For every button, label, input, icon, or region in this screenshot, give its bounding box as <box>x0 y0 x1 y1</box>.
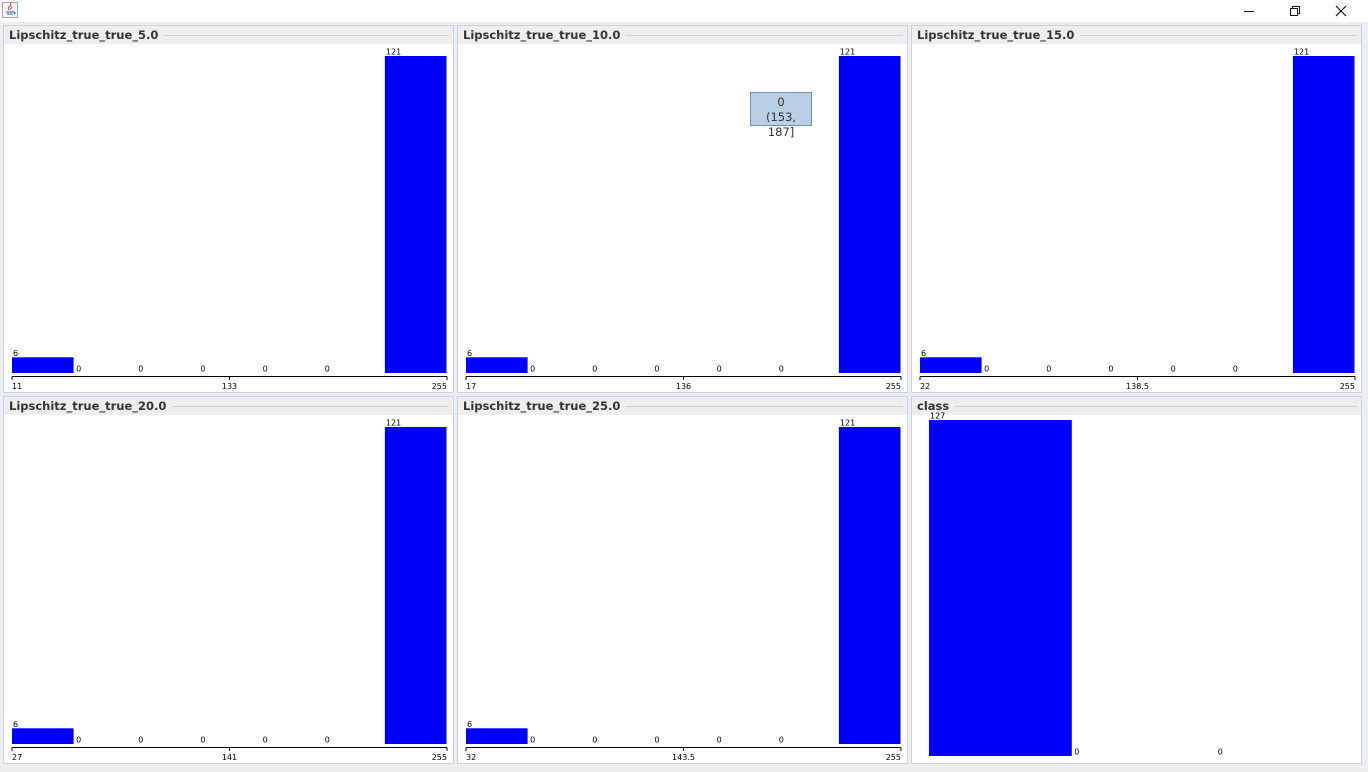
x-tick-label: 143.5 <box>672 753 695 762</box>
histogram-panel-lipschitz-10: Lipschitz_true_true_10.0 6 0 0 0 0 0 121 17 136 2… <box>457 25 908 393</box>
bar-value-label: 0 <box>779 736 784 745</box>
bar-value-label: 0 <box>717 365 722 374</box>
x-tick-label: 136 <box>676 382 691 391</box>
bar-value-label: 0 <box>592 365 597 374</box>
bar-value-label: 121 <box>1294 48 1309 57</box>
tooltip-range: (153, 187] <box>765 110 797 139</box>
bar-value-label: 0 <box>138 736 143 745</box>
title-bar <box>0 0 1368 22</box>
histogram-panel-lipschitz-15: Lipschitz_true_true_15.0 6 0 0 0 0 0 121 22 138.… <box>911 25 1362 393</box>
bar-value-label: 0 <box>1108 365 1113 374</box>
x-tick-label: 138.5 <box>1126 382 1149 391</box>
histogram-panel-lipschitz-20: Lipschitz_true_true_20.0 6 0 0 0 0 0 121 27 141 2… <box>3 396 454 764</box>
histogram-bar[interactable] <box>384 427 447 744</box>
bar-value-label: 0 <box>1233 365 1238 374</box>
bar-value-label: 0 <box>654 365 659 374</box>
histogram-chart: 127 0 0 <box>929 412 1223 757</box>
bar-value-label: 0 <box>325 365 330 374</box>
bar-value-label: 0 <box>1074 748 1079 757</box>
histogram-chart: 6 0 0 0 0 0 121 17 136 255 <box>465 48 902 391</box>
bar-value-label: 0 <box>984 365 989 374</box>
minimize-icon <box>1244 11 1254 12</box>
bar-value-label: 6 <box>467 349 472 358</box>
restore-icon <box>1290 6 1300 16</box>
close-button[interactable] <box>1318 0 1364 22</box>
histogram-bar[interactable] <box>929 420 1072 756</box>
histogram-chart: 6 0 0 0 0 0 121 22 138.5 255 <box>919 48 1356 391</box>
x-tick-label: 22 <box>920 382 930 391</box>
panel-title: Lipschitz_true_true_10.0 <box>463 28 625 42</box>
x-tick-label: 255 <box>432 753 447 762</box>
bar-value-label: 0 <box>1218 748 1223 757</box>
panel-title: class <box>917 399 954 413</box>
histogram-bar[interactable] <box>384 56 447 373</box>
bar-value-label: 121 <box>840 419 855 428</box>
restore-button[interactable] <box>1272 0 1318 22</box>
bar-value-label: 0 <box>1171 365 1176 374</box>
x-tick-label: 141 <box>222 753 237 762</box>
bar-value-label: 6 <box>13 349 18 358</box>
tooltip-value: 0 <box>777 95 785 109</box>
bar-value-label: 0 <box>1046 365 1051 374</box>
x-tick-label: 17 <box>466 382 476 391</box>
bar-value-label: 121 <box>840 48 855 57</box>
histogram-bar[interactable] <box>12 728 74 744</box>
histogram-bar[interactable] <box>838 56 901 373</box>
bar-value-label: 0 <box>717 736 722 745</box>
panel-title: Lipschitz_true_true_25.0 <box>463 399 625 413</box>
bar-value-label: 6 <box>13 720 18 729</box>
bar-value-label: 0 <box>76 365 81 374</box>
panel-title: Lipschitz_true_true_5.0 <box>9 28 163 42</box>
panel-title: Lipschitz_true_true_20.0 <box>9 399 171 413</box>
histogram-bar[interactable] <box>838 427 901 744</box>
x-tick-label: 255 <box>886 382 901 391</box>
close-icon <box>1335 5 1347 17</box>
bar-value-label: 0 <box>779 365 784 374</box>
bar-value-label: 0 <box>263 365 268 374</box>
x-tick-label: 32 <box>466 753 476 762</box>
histogram-chart: 6 0 0 0 0 0 121 27 141 255 <box>11 419 448 762</box>
histogram-panel-class: class 127 0 0 <box>911 396 1362 764</box>
bar-value-label: 0 <box>654 736 659 745</box>
bar-value-label: 6 <box>467 720 472 729</box>
histogram-chart: 6 0 0 0 0 0 121 32 143.5 255 <box>465 419 902 762</box>
bar-value-label: 0 <box>592 736 597 745</box>
panel-title: Lipschitz_true_true_15.0 <box>917 28 1079 42</box>
bar-value-label: 6 <box>921 349 926 358</box>
bar-value-label: 121 <box>386 419 401 428</box>
bar-value-label: 127 <box>930 412 945 421</box>
bar-value-label: 0 <box>325 736 330 745</box>
java-app-icon[interactable] <box>2 2 18 18</box>
histogram-panel-lipschitz-25: Lipschitz_true_true_25.0 6 0 0 0 0 0 121 32 143.… <box>457 396 908 764</box>
bar-value-label: 0 <box>263 736 268 745</box>
histogram-panel-lipschitz-5: Lipschitz_true_true_5.0 6 0 0 0 0 0 121 11 133 25… <box>3 25 454 393</box>
x-tick-label: 255 <box>886 753 901 762</box>
bar-value-label: 0 <box>200 365 205 374</box>
bar-value-label: 0 <box>76 736 81 745</box>
x-tick-label: 255 <box>1340 382 1355 391</box>
histogram-bar[interactable] <box>1292 56 1355 373</box>
bar-value-label: 0 <box>530 736 535 745</box>
bin-tooltip: 0 (153, 187] <box>750 92 812 139</box>
histogram-bar[interactable] <box>12 357 74 373</box>
x-tick-label: 133 <box>222 382 237 391</box>
bar-value-label: 0 <box>530 365 535 374</box>
histogram-bar[interactable] <box>920 357 982 373</box>
histogram-bar[interactable] <box>466 728 528 744</box>
histogram-chart: 6 0 0 0 0 0 121 11 133 255 <box>11 48 448 391</box>
histogram-bar[interactable] <box>466 357 528 373</box>
minimize-button[interactable] <box>1226 0 1272 22</box>
histogram-grid: Lipschitz_true_true_5.0 6 0 0 0 0 0 121 11 133 25… <box>0 22 1368 772</box>
x-tick-label: 27 <box>12 753 22 762</box>
x-tick-label: 11 <box>12 382 22 391</box>
bar-value-label: 121 <box>386 48 401 57</box>
x-tick-label: 255 <box>432 382 447 391</box>
bar-value-label: 0 <box>138 365 143 374</box>
bar-value-label: 0 <box>200 736 205 745</box>
